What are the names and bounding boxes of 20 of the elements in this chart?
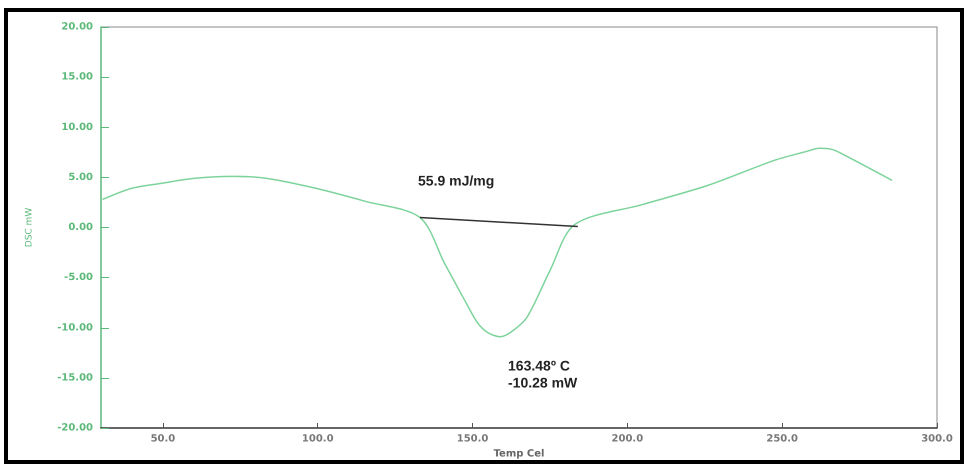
x-axis-title: Temp Cel: [494, 448, 544, 460]
y-tick-label: 0.00: [68, 222, 94, 233]
y-tick-label: -10.00: [57, 322, 94, 334]
y-axis-title: DSC mW: [24, 208, 34, 248]
x-tick-label: 200.0: [612, 434, 644, 444]
y-tick-label: -5.00: [64, 272, 94, 284]
annotation: 163.48º C -10.28 mW: [508, 358, 578, 390]
x-tick-label: 50.0: [150, 434, 176, 444]
y-tick-label: 15.00: [61, 72, 94, 83]
x-tick-label: 250.0: [766, 434, 798, 444]
line-series: [102, 148, 893, 338]
annotation: 55.9 mJ/mg: [418, 172, 494, 188]
y-tick-label: -20.00: [57, 422, 94, 434]
x-tick-label: 100.0: [302, 434, 334, 444]
y-tick-label: 20.00: [61, 22, 94, 32]
x-tick-label: 300.0: [921, 434, 953, 444]
y-tick-label: 5.00: [68, 172, 94, 183]
y-tick-label: -15.00: [57, 372, 94, 384]
y-tick-label: 10.00: [61, 122, 94, 133]
x-tick-label: 150.0: [456, 434, 488, 444]
